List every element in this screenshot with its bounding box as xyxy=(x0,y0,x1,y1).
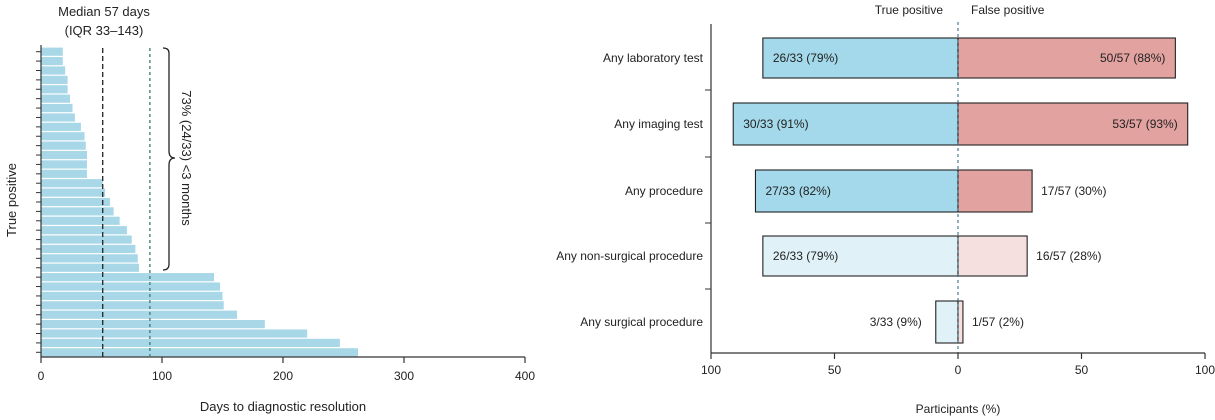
duration-bar xyxy=(41,169,87,178)
duration-bar xyxy=(41,207,114,216)
category-label: Any laboratory test xyxy=(603,51,704,65)
x-tick-label: 0 xyxy=(38,369,45,383)
duration-bar xyxy=(41,47,63,56)
left-bars xyxy=(41,47,359,357)
true-positive-bar xyxy=(762,235,959,277)
duration-bar xyxy=(41,301,224,310)
duration-bar xyxy=(41,282,221,291)
duration-bar xyxy=(41,103,73,113)
duration-bar xyxy=(41,150,87,160)
duration-bar xyxy=(41,75,68,84)
true-positive-bar xyxy=(935,300,959,344)
false-positive-label: 53/57 (93%) xyxy=(1112,117,1177,131)
left-x-axis: 0 100 200 300 400 xyxy=(38,356,535,383)
duration-bar xyxy=(41,329,308,338)
true-positive-label: 3/33 (9%) xyxy=(870,315,922,329)
duration-bar xyxy=(41,263,140,272)
duration-bar xyxy=(41,56,63,66)
x-tick-label: 0 xyxy=(955,363,962,377)
duration-bar xyxy=(41,132,85,141)
false-positive-label: 17/57 (30%) xyxy=(1041,184,1106,198)
duration-bar xyxy=(41,273,215,282)
right-x-axis-label: Participants (%) xyxy=(916,402,1001,416)
duration-bar xyxy=(41,141,86,150)
duration-bar xyxy=(41,320,265,329)
category-label: Any surgical procedure xyxy=(580,315,703,329)
false-positive-label: 1/57 (2%) xyxy=(972,315,1024,329)
duration-bar xyxy=(41,348,359,357)
duration-bar xyxy=(41,197,110,207)
duration-bar xyxy=(41,179,103,188)
right-bars: Any laboratory test 26/33 (79%) 50/57 (88%… xyxy=(556,37,1189,344)
duration-bar xyxy=(41,85,68,94)
true-positive-label: 30/33 (91%) xyxy=(743,117,808,131)
duration-bar xyxy=(41,160,87,169)
x-tick-label: 100 xyxy=(152,369,172,383)
x-tick-label: 400 xyxy=(515,369,535,383)
duration-bar xyxy=(41,244,136,254)
category-label: Any non-surgical procedure xyxy=(556,249,703,263)
left-reference-lines xyxy=(102,48,151,357)
duration-bar xyxy=(41,310,238,319)
x-tick-label: 50 xyxy=(1075,363,1089,377)
duration-bar xyxy=(41,226,127,235)
false-positive-label: 16/57 (28%) xyxy=(1036,249,1101,263)
bracket-annotation: 73% (24/33) <3 months xyxy=(179,90,194,226)
duration-bar xyxy=(41,291,223,301)
left-x-axis-label: Days to diagnostic resolution xyxy=(200,399,366,414)
left-y-axis xyxy=(36,45,42,357)
duration-bar xyxy=(41,216,120,225)
false-positive-bar xyxy=(957,300,964,344)
duration-bar xyxy=(41,188,106,197)
true-positive-label: 27/33 (82%) xyxy=(765,184,830,198)
true-positive-label: 26/33 (79%) xyxy=(773,249,838,263)
days-to-resolution-chart: Median 57 days (IQR 33–143) True positiv… xyxy=(4,4,535,414)
false-positive-bar xyxy=(957,235,1028,277)
x-tick-label: 300 xyxy=(394,369,414,383)
x-tick-label: 200 xyxy=(273,369,293,383)
false-positive-label: 50/57 (88%) xyxy=(1100,51,1165,65)
duration-bar xyxy=(41,338,340,348)
diagnostic-procedures-chart: True positive False positive Any laborat… xyxy=(556,3,1215,416)
median-annotation-line2: (IQR 33–143) xyxy=(65,23,144,38)
true-positive-header: True positive xyxy=(875,3,944,17)
duration-bar xyxy=(41,66,66,75)
duration-bar xyxy=(41,254,138,263)
duration-bar xyxy=(41,122,81,131)
right-axes: 100 50 0 50 100 xyxy=(701,22,1215,377)
category-label: Any imaging test xyxy=(614,117,703,131)
median-annotation-line1: Median 57 days xyxy=(58,4,150,19)
true-positive-label: 26/33 (79%) xyxy=(773,51,838,65)
duration-bar xyxy=(41,94,71,103)
false-positive-header: False positive xyxy=(971,3,1045,17)
x-tick-label: 50 xyxy=(828,363,842,377)
duration-bar xyxy=(41,113,75,122)
left-y-axis-label: True positive xyxy=(4,163,19,237)
false-positive-bar xyxy=(957,169,1033,213)
x-tick-label: 100 xyxy=(701,363,721,377)
false-positive-bar xyxy=(957,37,1176,79)
x-tick-label: 100 xyxy=(1195,363,1215,377)
false-positive-bar xyxy=(957,102,1189,146)
true-positive-bar xyxy=(754,169,959,213)
category-label: Any procedure xyxy=(625,184,703,198)
under-3-months-bracket xyxy=(162,47,176,271)
duration-bar xyxy=(41,235,132,244)
true-positive-bar xyxy=(732,102,959,146)
